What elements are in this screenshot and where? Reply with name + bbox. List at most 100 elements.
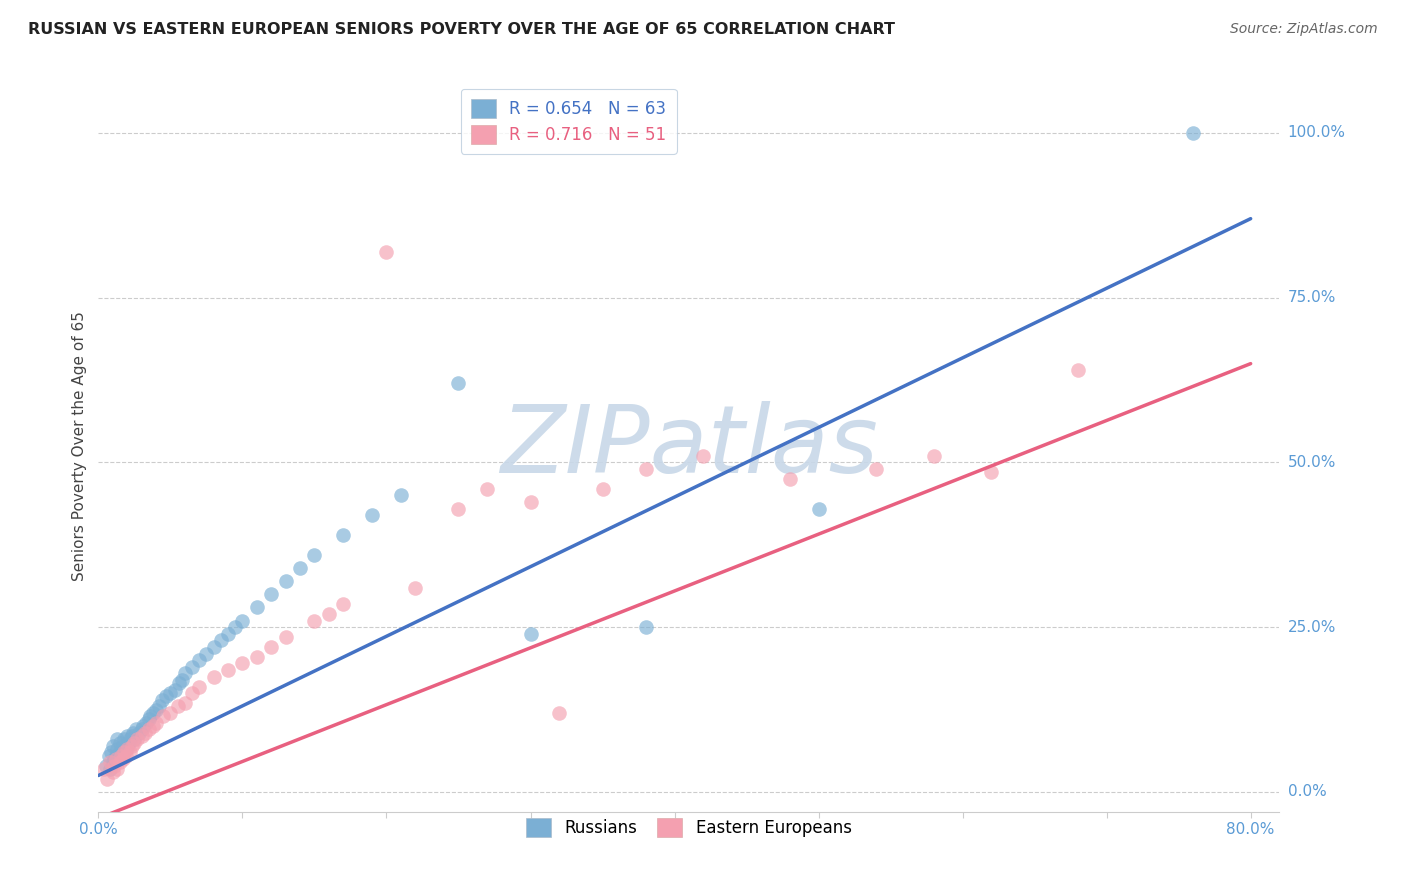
Point (139, 709, 162, 723)
Point (138, 723, 160, 737)
Point (260, 587, 283, 601)
Point (159, 686, 181, 700)
Point (127, 732, 149, 747)
Text: 75.0%: 75.0% (1288, 290, 1336, 305)
Point (112, 732, 135, 747)
Point (121, 739, 143, 753)
Point (163, 682, 186, 697)
Point (120, 732, 142, 747)
Point (101, 756, 124, 770)
Point (692, 449, 714, 463)
Point (105, 742, 128, 756)
Point (128, 725, 150, 739)
Point (112, 746, 135, 760)
Point (188, 680, 211, 694)
Point (107, 752, 129, 766)
Point (135, 715, 157, 730)
Point (332, 528, 354, 542)
Point (477, 482, 499, 496)
Point (195, 647, 218, 661)
Point (361, 508, 384, 523)
Point (231, 657, 253, 671)
Point (167, 676, 190, 690)
Point (181, 659, 204, 673)
Point (150, 692, 173, 706)
Point (115, 742, 138, 756)
Point (111, 752, 134, 766)
Point (115, 729, 138, 743)
Point (922, 449, 945, 463)
Point (111, 739, 134, 753)
Point (188, 653, 211, 667)
Point (110, 748, 132, 763)
Point (142, 706, 165, 720)
Point (103, 758, 125, 772)
Point (173, 696, 195, 710)
Point (100, 746, 122, 760)
Text: ZIPatlas: ZIPatlas (501, 401, 877, 491)
Point (108, 756, 131, 770)
Legend: Russians, Eastern Europeans: Russians, Eastern Europeans (519, 811, 859, 844)
Point (202, 670, 225, 684)
Point (246, 600, 269, 615)
Point (980, 466, 1002, 480)
Point (246, 649, 269, 664)
Point (114, 748, 136, 763)
Point (170, 673, 193, 687)
Point (118, 735, 141, 749)
Point (173, 666, 195, 681)
Point (134, 725, 156, 739)
Point (865, 462, 887, 476)
Point (115, 739, 138, 753)
Point (1067, 363, 1090, 377)
Point (519, 627, 541, 641)
Point (224, 620, 246, 634)
Point (108, 735, 131, 749)
Point (1182, 126, 1205, 140)
Point (121, 729, 143, 743)
Point (94, 758, 117, 772)
Point (132, 719, 155, 733)
Point (110, 748, 132, 763)
Point (96, 772, 118, 786)
Point (155, 690, 177, 704)
Point (97, 748, 120, 763)
Point (274, 630, 297, 644)
Text: 0.0%: 0.0% (1288, 784, 1326, 799)
Point (807, 501, 830, 516)
Point (125, 723, 148, 737)
Point (131, 729, 153, 743)
Point (101, 765, 124, 780)
Text: 100.0%: 100.0% (1288, 126, 1346, 141)
Point (98, 762, 121, 776)
Point (202, 640, 225, 654)
Point (389, 488, 412, 502)
Point (274, 574, 297, 588)
Point (145, 702, 167, 716)
Point (114, 742, 136, 756)
Point (375, 244, 398, 259)
Point (166, 699, 188, 714)
Point (181, 686, 204, 700)
Point (318, 607, 340, 621)
Point (112, 746, 135, 760)
Point (122, 725, 145, 739)
Point (779, 472, 801, 486)
Point (231, 614, 253, 628)
Point (104, 748, 127, 763)
Point (124, 735, 146, 749)
Point (217, 627, 239, 641)
Point (288, 561, 311, 575)
Point (447, 376, 470, 391)
Point (304, 614, 326, 628)
Point (108, 746, 131, 760)
Point (592, 482, 614, 496)
Text: 50.0%: 50.0% (1288, 455, 1336, 470)
Text: Source: ZipAtlas.com: Source: ZipAtlas.com (1230, 22, 1378, 37)
Point (260, 640, 283, 654)
Point (142, 719, 165, 733)
Text: 25.0%: 25.0% (1288, 620, 1336, 635)
Point (104, 752, 127, 766)
Point (120, 746, 142, 760)
Text: RUSSIAN VS EASTERN EUROPEAN SENIORS POVERTY OVER THE AGE OF 65 CORRELATION CHART: RUSSIAN VS EASTERN EUROPEAN SENIORS POVE… (28, 22, 896, 37)
